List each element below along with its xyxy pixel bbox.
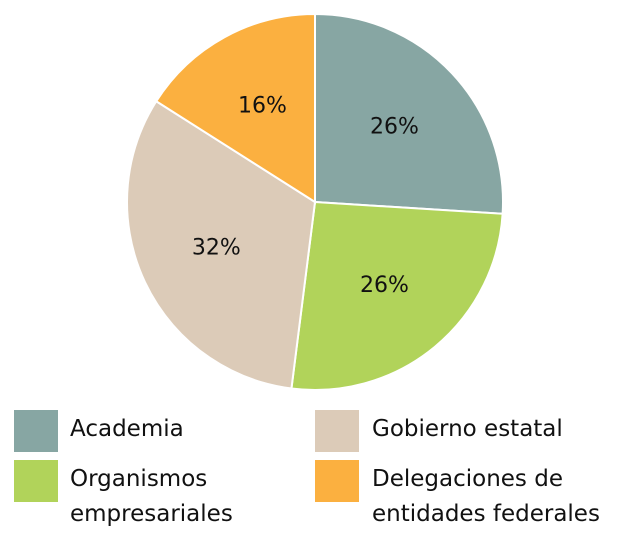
pie-slice [290, 200, 504, 391]
slice-label: 26% [360, 273, 409, 298]
slice-label: 32% [192, 235, 241, 260]
legend-label: Organismos empresariales [70, 466, 233, 527]
pie-slice [154, 12, 316, 204]
slice-label: 26% [370, 114, 419, 139]
pie-slice [314, 12, 504, 215]
legend-swatch [315, 460, 359, 502]
slice-label: 16% [238, 93, 287, 118]
legend-swatch [14, 460, 58, 502]
legend-swatch [14, 410, 58, 452]
legend-swatch [315, 410, 359, 452]
pie-chart: 26% 26% 32% 16% [126, 12, 504, 391]
legend-label: Delegaciones de entidades federales [372, 466, 600, 527]
legend-label: Gobierno estatal [372, 416, 563, 442]
legend-label: Academia [70, 416, 184, 442]
